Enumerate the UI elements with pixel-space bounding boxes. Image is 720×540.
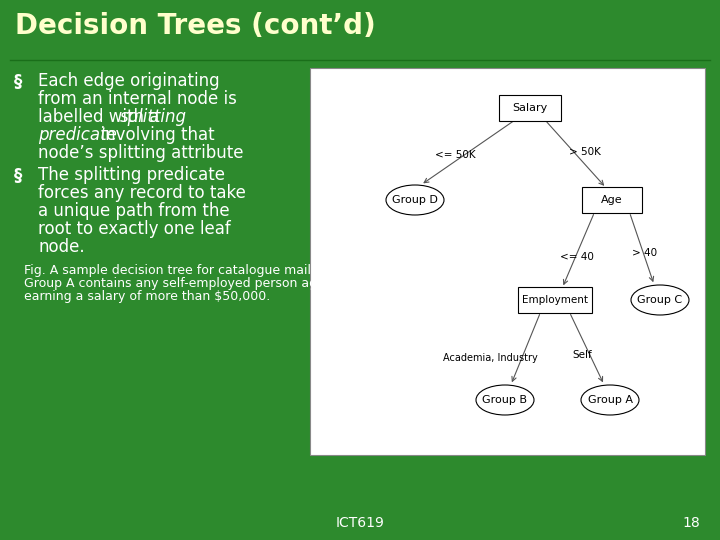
Text: ICT619: ICT619 bbox=[336, 516, 384, 530]
Text: Employment: Employment bbox=[522, 295, 588, 305]
Text: Fig. A sample decision tree for catalogue mailing (Ganti et al. 1999).: Fig. A sample decision tree for catalogu… bbox=[24, 264, 454, 277]
Text: §: § bbox=[14, 73, 22, 91]
Text: splitting: splitting bbox=[120, 108, 187, 126]
Text: Group A contains any self-employed person aged less than 41 and: Group A contains any self-employed perso… bbox=[24, 277, 441, 290]
Text: node.: node. bbox=[38, 238, 85, 256]
Text: Academia, Industry: Academia, Industry bbox=[443, 353, 537, 363]
Text: <= 50K: <= 50K bbox=[435, 150, 475, 160]
Text: root to exactly one leaf: root to exactly one leaf bbox=[38, 220, 230, 238]
Text: Group D: Group D bbox=[392, 195, 438, 205]
Text: Age: Age bbox=[601, 195, 623, 205]
Text: node’s splitting attribute: node’s splitting attribute bbox=[38, 144, 243, 162]
Text: Group C: Group C bbox=[637, 295, 683, 305]
FancyBboxPatch shape bbox=[582, 187, 642, 213]
Text: earning a salary of more than $50,000.: earning a salary of more than $50,000. bbox=[24, 290, 270, 303]
FancyBboxPatch shape bbox=[518, 287, 592, 313]
Ellipse shape bbox=[581, 385, 639, 415]
Text: from an internal node is: from an internal node is bbox=[38, 90, 237, 108]
Text: > 50K: > 50K bbox=[569, 147, 601, 157]
Ellipse shape bbox=[631, 285, 689, 315]
Text: a unique path from the: a unique path from the bbox=[38, 202, 230, 220]
Text: > 40: > 40 bbox=[632, 248, 657, 258]
Text: Salary: Salary bbox=[513, 103, 548, 113]
Text: labelled with a: labelled with a bbox=[38, 108, 165, 126]
Text: involving that: involving that bbox=[90, 126, 215, 144]
Text: Each edge originating: Each edge originating bbox=[38, 72, 220, 90]
Text: §: § bbox=[14, 167, 22, 185]
Text: Group A: Group A bbox=[588, 395, 632, 405]
Text: Self: Self bbox=[572, 350, 592, 360]
Text: <= 40: <= 40 bbox=[560, 252, 594, 262]
Ellipse shape bbox=[386, 185, 444, 215]
FancyBboxPatch shape bbox=[499, 95, 561, 121]
FancyBboxPatch shape bbox=[310, 68, 705, 455]
Ellipse shape bbox=[476, 385, 534, 415]
Text: The splitting predicate: The splitting predicate bbox=[38, 166, 225, 184]
Text: 18: 18 bbox=[683, 516, 700, 530]
Text: predicate: predicate bbox=[38, 126, 117, 144]
Text: forces any record to take: forces any record to take bbox=[38, 184, 246, 202]
Text: Decision Trees (cont’d): Decision Trees (cont’d) bbox=[15, 12, 376, 40]
Text: Group B: Group B bbox=[482, 395, 528, 405]
